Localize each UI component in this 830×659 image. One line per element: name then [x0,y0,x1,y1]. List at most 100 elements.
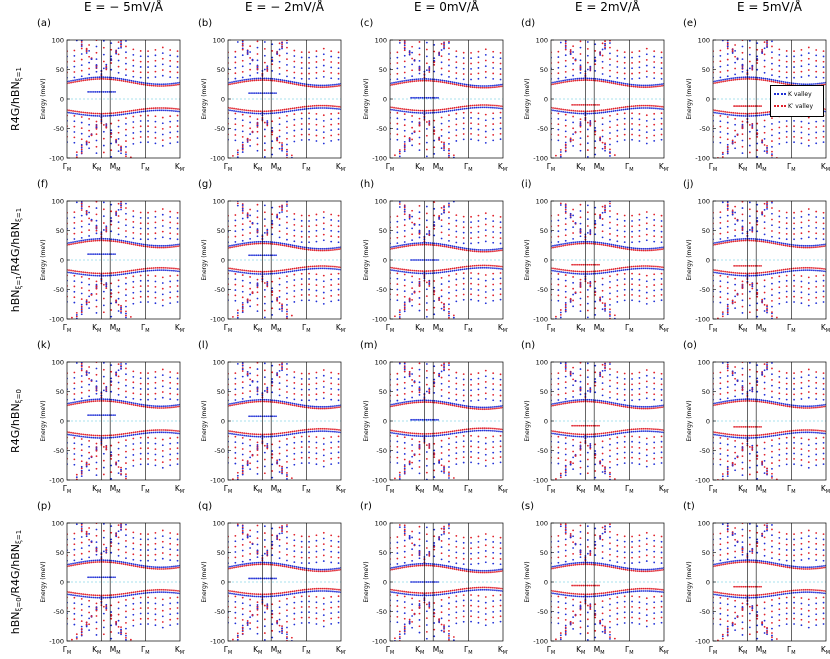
flat-band-point [554,81,556,83]
y-axis-label: Energy (meV) [363,78,370,119]
gamma-band-point [823,141,825,143]
flat-band-point [456,248,458,250]
flat-band-point [448,268,450,270]
gap-band-point [271,92,273,94]
flat-band-point [586,77,588,79]
gamma-band-point [609,298,611,300]
gamma-band-point [88,212,90,214]
gamma-band-point [338,78,340,80]
flat-band-point [464,266,466,268]
gamma-band-point [293,135,295,137]
flat-band-point [88,112,90,114]
gamma-band-point [155,238,157,240]
gamma-band-point [81,282,83,284]
flat-band-point [773,79,775,81]
k-band-point [453,315,455,317]
flat-band-point [476,87,478,89]
flat-band-point [129,243,131,245]
flat-band-point [411,109,413,111]
gamma-band-point [594,57,596,59]
flat-band-point [405,269,407,271]
k-band-point [76,316,78,318]
flat-band-point [484,87,486,89]
flat-band-point [609,80,611,82]
flat-band-point [456,267,458,269]
flat-band-point [440,111,442,113]
gamma-band-point [646,137,648,139]
gamma-band-point [492,215,494,217]
flat-band-point [748,76,750,78]
gamma-band-point [286,132,288,134]
k-band-point [86,140,88,142]
flat-band-point [68,242,70,244]
flat-band-point [714,112,716,114]
flat-band-point [149,244,151,246]
gamma-band-point [470,57,472,59]
gamma-band-point [242,280,244,282]
flat-band-point [175,244,177,246]
gamma-band-point [433,51,435,53]
gamma-band-point [749,67,751,69]
flat-band-point [401,108,403,110]
gamma-band-point [594,63,596,65]
flat-band-point [278,270,280,272]
k-band-point [242,310,244,312]
gamma-band-point [132,76,134,78]
gamma-band-point [463,62,465,64]
flat-band-point [231,245,233,247]
gamma-band-point [786,71,788,73]
flat-band-point [456,84,458,86]
gap-band-point [594,104,596,106]
gamma-band-point [301,78,303,80]
flat-band-point [117,239,119,241]
flat-band-point [328,268,330,270]
flat-band-point [76,240,78,242]
flat-band-point [276,78,278,80]
gamma-band-point [808,69,810,71]
gamma-band-point [778,65,780,67]
gamma-band-point [140,233,142,235]
gamma-band-point [719,136,721,138]
flat-band-point [259,110,261,112]
flat-band-point [300,246,302,248]
k-band-point [286,205,288,207]
flat-band-point [554,245,556,247]
gamma-band-point [396,134,398,136]
gamma-band-point [411,121,413,123]
gamma-band-point [786,66,788,68]
x-tick-label: ΓM [63,323,72,334]
flat-band-point [110,78,112,80]
flat-band-point [779,80,781,82]
flat-band-point [110,112,112,114]
gamma-band-point [177,212,179,214]
gamma-band-point [162,225,164,227]
gamma-band-point [756,55,758,57]
gamma-band-point [485,125,487,127]
flat-band-point [271,78,273,80]
flat-band-point [450,81,452,83]
flat-band-point [314,249,316,251]
flat-band-point [490,267,492,269]
gamma-band-point [426,128,428,130]
gamma-band-point [441,308,443,310]
flat-band-point [433,244,435,246]
k-band-point [594,131,596,133]
y-tick-label: 50 [379,227,387,235]
gamma-band-point [308,57,310,59]
flat-band-point [278,80,280,82]
flat-band-point [427,112,429,114]
flat-band-point [177,108,179,110]
gamma-band-point [764,120,766,122]
flat-band-point [159,85,161,87]
k-band-point [565,146,567,148]
flat-band-point [556,246,558,248]
flat-band-point [129,241,131,243]
flat-band-point [649,107,651,109]
flat-band-point [127,113,129,115]
flat-band-point [90,115,92,117]
gamma-band-point [557,134,559,136]
gamma-band-point [653,140,655,142]
flat-band-point [286,245,288,247]
k-band-point [433,60,435,62]
gamma-band-point [110,156,112,158]
